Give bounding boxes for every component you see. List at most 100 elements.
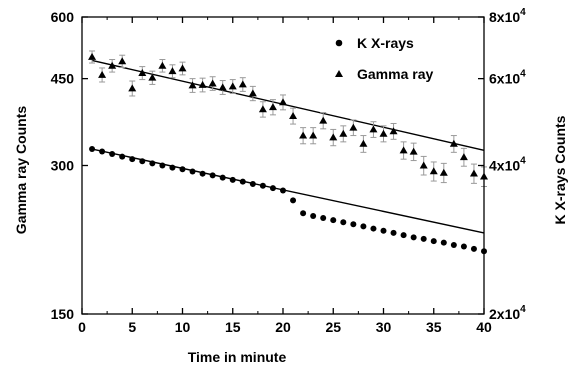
kx-point [470, 245, 477, 252]
kx-point [330, 217, 337, 224]
gamma-point [178, 64, 187, 72]
x-tick-label: 40 [476, 319, 492, 335]
gamma-point [379, 129, 388, 137]
k-xray-series [89, 146, 487, 255]
kx-point [159, 162, 166, 169]
y-left-tick-label: 600 [51, 9, 75, 25]
legend-label-gamma-ray: Gamma ray [357, 66, 433, 82]
kx-point [119, 153, 126, 160]
legend-marker-k-xrays [335, 39, 343, 47]
gamma-point [108, 61, 117, 69]
x-tick-label: 20 [275, 319, 291, 335]
gamma-point [469, 169, 478, 177]
gamma-point [329, 133, 338, 141]
gamma-point [118, 57, 127, 65]
kx-point [239, 178, 246, 185]
gamma-point [248, 89, 257, 97]
fit-lines [91, 59, 485, 234]
y-left-tick-label: 150 [51, 306, 75, 322]
gamma-point [349, 123, 358, 131]
kx-point [300, 210, 307, 217]
y-right-tick-label: 4x104 [489, 156, 526, 174]
gamma-point [439, 168, 448, 176]
gamma-point [299, 131, 308, 139]
gamma-point [449, 139, 458, 147]
axis-ticks [81, 16, 485, 315]
gamma-point [429, 167, 438, 175]
gamma-point [128, 84, 137, 92]
kx-point [229, 176, 236, 183]
kx-point [139, 158, 146, 165]
kx-point [89, 146, 96, 153]
kx-point [430, 238, 437, 245]
kx-point [290, 197, 297, 204]
kx-point [149, 160, 156, 167]
kx-point [380, 227, 387, 234]
tick-labels: 0 5 10 15 20 25 30 35 40 150 300 450 600 2x104 4x104 6x… [51, 7, 527, 335]
kx-point [209, 172, 216, 179]
legend-label-k-xrays: K X-rays [357, 35, 414, 51]
kx-point [109, 151, 116, 158]
x-tick-label: 5 [128, 319, 136, 335]
y-left-tick-label: 450 [51, 71, 75, 87]
fit-line [91, 148, 485, 234]
x-axis-label: Time in minute [188, 349, 287, 365]
gamma-point [258, 105, 267, 113]
kx-point [410, 234, 417, 241]
kx-point [420, 235, 427, 242]
gamma-point [238, 80, 247, 88]
kx-point [370, 225, 377, 232]
gamma-point [289, 111, 298, 119]
x-tick-label: 35 [426, 319, 442, 335]
kx-point [99, 148, 106, 155]
y-right-tick-label: 2x104 [489, 304, 526, 322]
gamma-point [188, 81, 197, 89]
gamma-point [339, 129, 348, 137]
gamma-point [148, 73, 157, 81]
kx-point [219, 174, 226, 181]
kx-point [189, 168, 196, 175]
kx-point [450, 241, 457, 248]
gamma-point [218, 83, 227, 91]
x-tick-label: 30 [376, 319, 392, 335]
kx-point [440, 239, 447, 246]
gamma-point [369, 125, 378, 133]
kx-point [169, 164, 176, 171]
kx-point [350, 221, 357, 228]
gamma-point [319, 116, 328, 124]
gamma-point [459, 153, 468, 161]
gamma-point [309, 131, 318, 139]
gamma-point [88, 52, 97, 60]
x-tick-label: 15 [225, 319, 241, 335]
legend-marker-gamma-ray [335, 70, 343, 77]
kx-point [340, 219, 347, 226]
gamma-point [158, 61, 167, 69]
kx-point [400, 232, 407, 239]
gamma-ray-series [88, 52, 488, 180]
gamma-point [168, 67, 177, 75]
gamma-point [208, 79, 217, 87]
kx-point [310, 213, 317, 220]
x-tick-label: 25 [325, 319, 341, 335]
kx-point [249, 180, 256, 187]
gamma-point [198, 80, 207, 88]
kx-point [360, 223, 367, 230]
kx-point [320, 215, 327, 222]
gamma-point [399, 146, 408, 154]
x-tick-label: 0 [78, 319, 86, 335]
gamma-point [419, 161, 428, 169]
gamma-point [389, 127, 398, 135]
kx-point [199, 170, 206, 177]
y-axis-left-label: Gamma ray Counts [13, 106, 29, 235]
x-tick-label: 10 [175, 319, 191, 335]
legend: K X-rays Gamma ray [335, 35, 433, 82]
gamma-point [138, 68, 147, 76]
kx-point [129, 156, 136, 163]
kx-point [390, 229, 397, 236]
y-axis-right-label: K X-rays Counts [552, 115, 568, 224]
kx-point [460, 243, 467, 250]
gamma-point [268, 103, 277, 111]
gamma-point [279, 98, 287, 106]
y-right-tick-label: 6x104 [489, 69, 526, 87]
